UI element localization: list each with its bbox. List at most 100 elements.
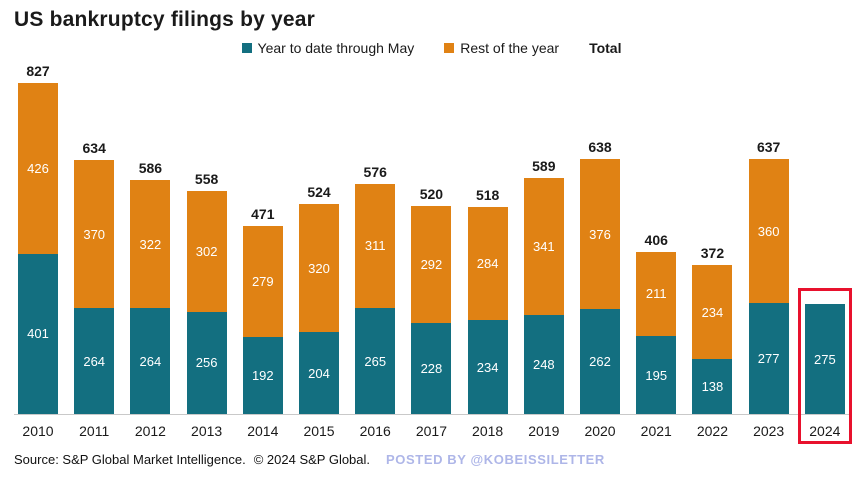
stacked-bar: 322 264 — [130, 179, 171, 414]
segment-value-label: 138 — [701, 378, 724, 394]
bar-group-2011: 634 370 264 2011 — [74, 58, 115, 440]
x-axis-line — [14, 414, 849, 415]
segment-value-label: 234 — [476, 359, 499, 375]
total-label: 471 — [251, 205, 275, 222]
segment-rest: 292 — [411, 206, 452, 323]
segment-rest: 284 — [467, 206, 508, 321]
stacked-bar: 341 248 — [523, 178, 564, 414]
legend-item-rest: Rest of the year — [444, 40, 559, 56]
segment-rest: 279 — [242, 225, 283, 338]
year-label: 2011 — [79, 423, 110, 439]
segment-value-label: 256 — [195, 355, 218, 371]
year-label: 2012 — [134, 423, 166, 439]
legend: Year to date through May Rest of the yea… — [14, 40, 849, 56]
segment-ytd: 401 — [18, 253, 58, 414]
segment-value-label: 302 — [195, 243, 218, 259]
stacked-bar: 320 204 — [299, 204, 340, 414]
segment-value-label: 279 — [251, 273, 274, 289]
stacked-bar: 360 277 — [748, 159, 789, 414]
legend-label-rest: Rest of the year — [460, 40, 560, 56]
segment-ytd: 195 — [636, 336, 677, 414]
year-label: 2022 — [696, 423, 729, 439]
segment-value-label: 211 — [645, 286, 667, 302]
bar-group-2013: 558 302 256 2013 — [186, 58, 227, 440]
segment-value-label: 265 — [364, 353, 387, 369]
year-label: 2019 — [528, 423, 560, 439]
legend-label-total: Total — [589, 40, 622, 56]
segment-rest: 234 — [692, 265, 733, 359]
segment-ytd: 265 — [355, 308, 396, 414]
segment-rest: 302 — [186, 190, 227, 312]
bar-group-2010: 827 426 401 2010 — [18, 58, 58, 440]
segment-value-label: 360 — [757, 223, 780, 239]
year-label: 2024 — [809, 423, 841, 439]
year-label: 2020 — [584, 423, 616, 439]
total-label: 406 — [644, 231, 668, 248]
bar-group-2020: 638 376 262 2020 — [580, 58, 621, 440]
segment-ytd: 204 — [299, 332, 340, 414]
total-label: 558 — [194, 170, 219, 187]
segment-value-label: 248 — [532, 356, 555, 372]
segment-ytd: 262 — [580, 309, 621, 414]
total-label: 634 — [82, 140, 106, 157]
total-label: 372 — [700, 245, 725, 262]
bar-group-2021: 406 211 195 2021 — [636, 58, 677, 440]
segment-value-label: 322 — [139, 236, 162, 252]
segment-value-label: 204 — [308, 365, 330, 381]
segment-rest: 376 — [580, 158, 621, 310]
total-label: 586 — [138, 159, 163, 176]
bar-group-2016: 576 311 265 2016 — [355, 58, 396, 440]
segment-ytd: 228 — [411, 322, 452, 414]
stacked-bar: 279 192 — [242, 225, 283, 414]
total-label: 827 — [26, 63, 50, 80]
segment-value-label: 228 — [420, 360, 443, 376]
total-label: 576 — [363, 163, 387, 180]
year-label: 2013 — [191, 423, 223, 439]
segment-ytd: 234 — [467, 320, 508, 414]
legend-swatch-ytd-icon — [241, 43, 252, 53]
stacked-bar: 370 264 — [74, 160, 115, 414]
year-label: 2021 — [640, 423, 672, 439]
segment-rest: 360 — [748, 159, 789, 304]
segment-ytd: 277 — [748, 303, 789, 414]
stacked-bar: 311 265 — [355, 183, 396, 414]
bar-group-2019: 589 341 248 2019 — [523, 58, 564, 440]
segment-value-label: 192 — [251, 368, 274, 384]
stacked-bar: 284 234 — [467, 206, 508, 414]
segment-rest: 341 — [523, 178, 564, 315]
stacked-bar-chart: 827 426 401 2010 634 370 264 2011 586 322 264 2012 5… — [14, 58, 852, 444]
legend-swatch-rest-icon — [444, 43, 455, 53]
segment-value-label: 284 — [476, 256, 499, 272]
footer: Source: S&P Global Market Intelligence. … — [14, 452, 849, 467]
segment-ytd: 264 — [130, 308, 171, 414]
segment-value-label: 376 — [589, 226, 611, 242]
bar-group-2022: 372 234 138 2022 — [692, 58, 733, 440]
segment-value-label: 234 — [701, 304, 724, 320]
bar-group-2015: 524 320 204 2015 — [299, 58, 340, 440]
stacked-bar: 376 262 — [580, 158, 621, 414]
bar-group-2014: 471 279 192 2014 — [242, 58, 283, 440]
bar-group-2012: 586 322 264 2012 — [130, 58, 171, 440]
stacked-bar: 292 228 — [411, 206, 452, 414]
page-title: US bankruptcy filings by year — [14, 8, 316, 31]
year-label: 2015 — [303, 423, 335, 439]
legend-label-ytd: Year to date through May — [257, 40, 415, 56]
year-label: 2023 — [753, 423, 785, 439]
stacked-bar: 426 401 — [18, 83, 58, 414]
total-label: 524 — [307, 184, 331, 201]
segment-value-label: 292 — [420, 256, 443, 272]
segment-value-label: 262 — [589, 354, 611, 370]
segment-value-label: 277 — [757, 351, 780, 367]
stacked-bar: 275 — [804, 304, 845, 414]
segment-ytd: 275 — [804, 304, 845, 414]
segment-value-label: 426 — [27, 160, 49, 176]
segment-value-label: 195 — [645, 367, 668, 383]
bar-group-2017: 520 292 228 2017 — [411, 58, 452, 440]
total-label: 520 — [419, 186, 444, 203]
segment-value-label: 275 — [813, 351, 836, 367]
segment-rest: 322 — [130, 179, 171, 309]
segment-rest: 211 — [636, 251, 677, 336]
segment-rest: 311 — [355, 183, 396, 308]
copyright-text: © 2024 S&P Global. — [253, 452, 371, 467]
year-label: 2017 — [415, 423, 447, 439]
